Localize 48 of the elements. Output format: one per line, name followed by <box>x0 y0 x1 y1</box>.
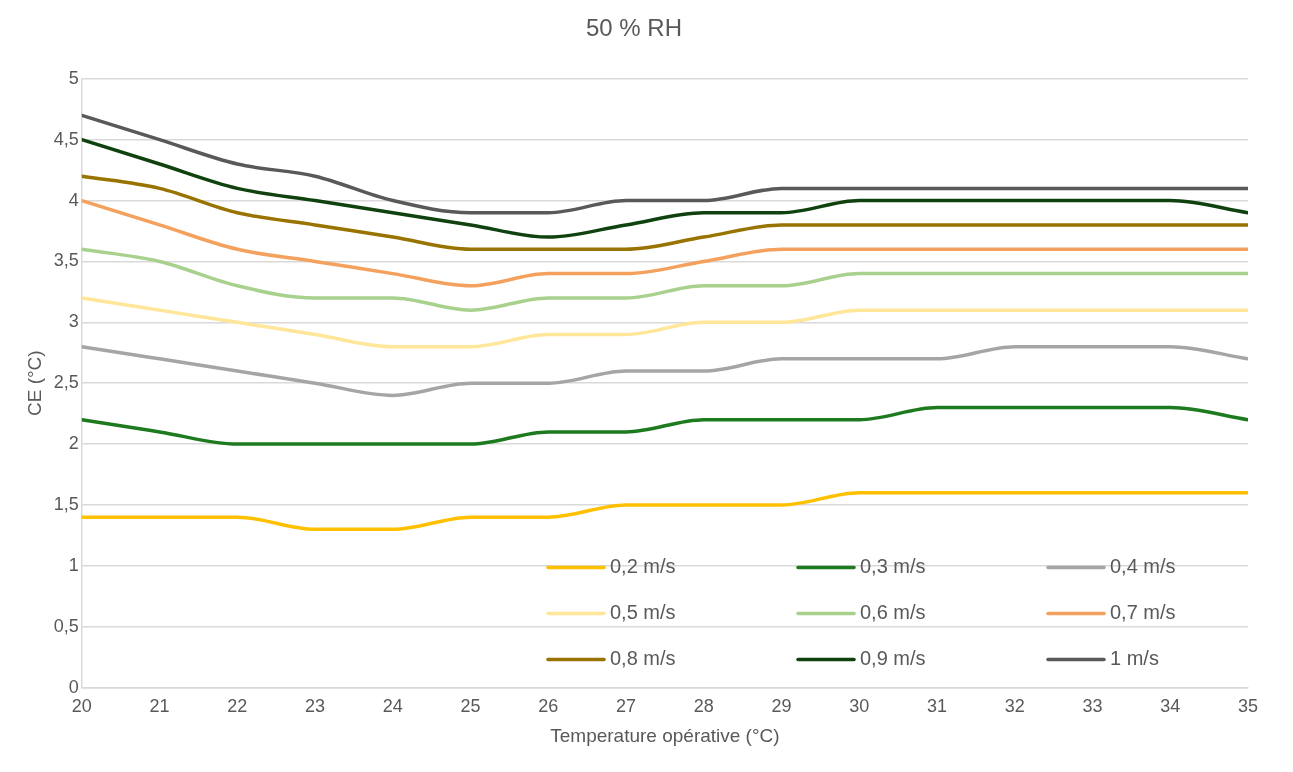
line-series <box>81 174 1248 252</box>
line-series <box>81 247 1248 312</box>
x-tick-label: 24 <box>382 696 403 717</box>
y-tick-label: 5 <box>68 67 79 88</box>
legend-label: 1 m/s <box>1110 647 1159 670</box>
y-tick-label: 0 <box>68 676 79 697</box>
line-series <box>81 491 1248 532</box>
x-tick-label: 26 <box>538 696 559 717</box>
line-series <box>81 405 1248 446</box>
x-tick-label: 33 <box>1082 696 1103 717</box>
x-tick-label: 27 <box>616 696 637 717</box>
x-tick-label: 30 <box>849 696 870 717</box>
y-tick-label: 4,5 <box>53 128 79 149</box>
y-tick-label: 2 <box>68 433 79 454</box>
legend-label: 0,4 m/s <box>1110 555 1176 578</box>
line-series <box>81 198 1248 288</box>
legend-label: 0,6 m/s <box>860 601 926 624</box>
line-series <box>81 296 1248 349</box>
line-series <box>81 344 1248 398</box>
legend-label: 0,9 m/s <box>860 647 926 670</box>
y-tick-label: 4 <box>68 189 79 210</box>
x-tick-label: 35 <box>1237 696 1259 717</box>
x-tick-label: 29 <box>771 696 792 717</box>
legend-label: 0,7 m/s <box>1110 601 1176 624</box>
x-tick-label: 31 <box>927 696 948 717</box>
chart-title: 50 % RH <box>585 14 683 42</box>
line-series <box>81 137 1248 239</box>
y-tick-label: 2,5 <box>53 372 79 393</box>
x-tick-label: 28 <box>693 696 714 717</box>
x-tick-label: 25 <box>460 696 481 717</box>
x-tick-label: 21 <box>149 696 170 717</box>
x-tick-label: 22 <box>227 696 248 717</box>
x-tick-label: 34 <box>1160 696 1181 717</box>
y-tick-label: 1,5 <box>53 493 79 514</box>
line-series <box>81 113 1248 215</box>
legend-label: 0,8 m/s <box>610 647 676 670</box>
y-axis-title: CE (°C) <box>23 350 45 417</box>
y-tick-label: 1 <box>68 554 79 575</box>
legend-label: 0,3 m/s <box>860 555 926 578</box>
x-tick-label: 23 <box>305 696 326 717</box>
y-tick-label: 0,5 <box>53 615 79 636</box>
y-tick-label: 3 <box>68 311 79 332</box>
x-tick-label: 32 <box>1004 696 1025 717</box>
x-axis-title: Temperature opérative (°C) <box>550 724 780 746</box>
x-tick-label: 20 <box>71 696 92 717</box>
legend-label: 0,5 m/s <box>610 601 676 624</box>
y-tick-label: 3,5 <box>53 250 79 271</box>
legend-label: 0,2 m/s <box>610 555 676 578</box>
